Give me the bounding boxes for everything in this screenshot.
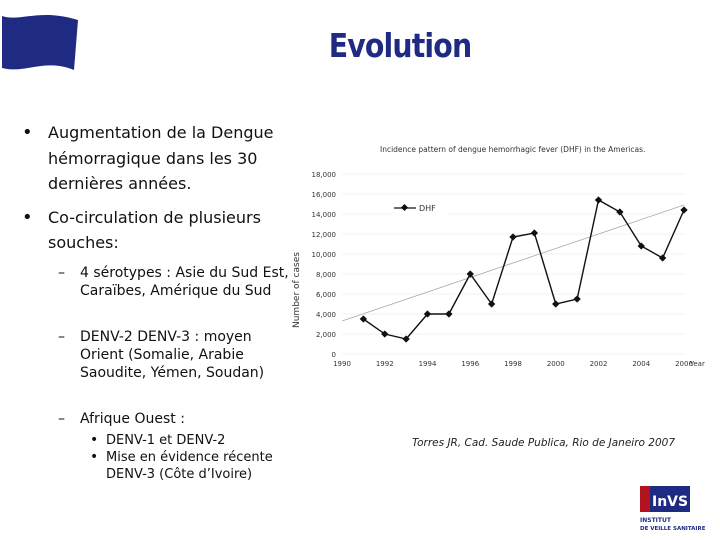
data-point [509, 233, 517, 241]
sub-bullet-item: – DENV-2 DENV-3 : moyen Orient (Somalie,… [18, 328, 303, 382]
data-point [530, 229, 539, 237]
bullet-item: Augmentation de la Dengue hémorragique d… [18, 120, 303, 197]
dhf-series-line [362, 198, 685, 340]
y-tick-label: 14,000 [312, 211, 337, 219]
legend-marker [400, 203, 409, 212]
y-tick-label: 12,000 [312, 231, 337, 239]
data-point [594, 196, 603, 204]
y-axis-label: Number of cases [292, 252, 302, 328]
logo-line1: INSTITUT [640, 517, 672, 524]
data-point [637, 242, 645, 250]
data-point [423, 310, 432, 318]
citation: Torres JR, Cad. Saude Publica, Rio de Ja… [412, 437, 676, 449]
sub-bullet-line: Afrique Ouest : [80, 410, 185, 427]
bullet-line: dernières années. [48, 174, 192, 193]
dot-marker: • [90, 448, 99, 465]
sub-bullet-item: – Afrique Ouest : [18, 410, 303, 428]
sub-sub-bullet-line: Mise en évidence récente [106, 449, 273, 465]
x-tick-label: 1990 [333, 360, 351, 368]
y-tick-label: 0 [332, 351, 336, 359]
x-tick-label: 1992 [376, 360, 394, 368]
sub-sub-bullet-line: DENV-3 (Côte d’Ivoire) [106, 466, 253, 482]
bullet-list: Augmentation de la Dengue hémorragique d… [18, 120, 303, 483]
data-point [573, 295, 581, 303]
dash-marker: – [58, 264, 65, 281]
sub-sub-bullet-item: • DENV-1 et DENV-2 [18, 432, 303, 449]
sub-bullet-line: Orient (Somalie, Arabie [80, 346, 244, 363]
x-tick-label: 2004 [632, 360, 650, 368]
dot-marker: • [90, 431, 99, 448]
chart-title: Incidence pattern of dengue hemorrhagic … [380, 145, 645, 154]
flag-logo-icon [2, 14, 78, 70]
page-title: Evolution [328, 26, 472, 65]
x-tick-label: 2000 [547, 360, 565, 368]
sub-sub-bullet-item: • Mise en évidence récente DENV-3 (Côte … [18, 449, 303, 483]
data-point [445, 310, 453, 318]
sub-sub-bullet-line: DENV-1 et DENV-2 [106, 432, 226, 448]
data-point [381, 330, 389, 338]
y-tick-label: 4,000 [316, 311, 336, 319]
x-axis-label: Year [689, 360, 705, 368]
sub-bullet-line: Saoudite, Yémen, Soudan) [80, 364, 265, 381]
y-tick-label: 18,000 [312, 171, 337, 179]
y-tick-label: 10,000 [312, 251, 337, 259]
legend-label: DHF [419, 204, 436, 213]
y-tick-label: 2,000 [316, 331, 336, 339]
data-point [658, 254, 667, 262]
legend-box [392, 198, 448, 216]
x-tick-label: 1998 [504, 360, 522, 368]
sub-bullet-line: DENV-2 DENV-3 : moyen [80, 328, 252, 345]
x-tick-label: 1996 [461, 360, 479, 368]
data-point [616, 208, 624, 216]
bullet-item: Co-circulation de plusieurs souches: [18, 205, 303, 256]
dash-marker: – [58, 410, 65, 427]
data-point [466, 270, 474, 278]
data-point [402, 335, 410, 343]
dhf-line-chart: Incidence pattern of dengue hemorrhagic … [292, 145, 705, 368]
logo-brand: InVS [652, 494, 688, 510]
y-tick-label: 16,000 [312, 191, 337, 199]
data-point [680, 206, 688, 214]
data-point [552, 300, 560, 308]
dash-marker: – [58, 328, 65, 345]
x-tick-label: 2006 [675, 360, 693, 368]
y-tick-label: 6,000 [316, 291, 336, 299]
logo-line2: DE VEILLE SANITAIRE [640, 526, 706, 532]
sub-bullet-line: 4 sérotypes : Asie du Sud Est, [80, 264, 289, 281]
bullet-line: souches: [48, 233, 119, 252]
x-tick-label: 1994 [419, 360, 437, 368]
bullet-line: Co-circulation de plusieurs [48, 207, 261, 227]
bullet-line: Augmentation de la Dengue [48, 123, 274, 142]
y-tick-label: 8,000 [316, 271, 336, 279]
data-point [359, 315, 368, 323]
sub-bullet-line: Caraïbes, Amérique du Sud [80, 282, 272, 299]
x-tick-label: 2002 [590, 360, 608, 368]
invs-logo-icon: InVS INSTITUT DE VEILLE SANITAIRE [640, 486, 706, 532]
data-point [487, 300, 496, 308]
bullet-line: hémorragique dans les 30 [48, 148, 258, 168]
sub-bullet-item: – 4 sérotypes : Asie du Sud Est, Caraïbe… [18, 264, 303, 300]
trend-line [341, 204, 685, 322]
